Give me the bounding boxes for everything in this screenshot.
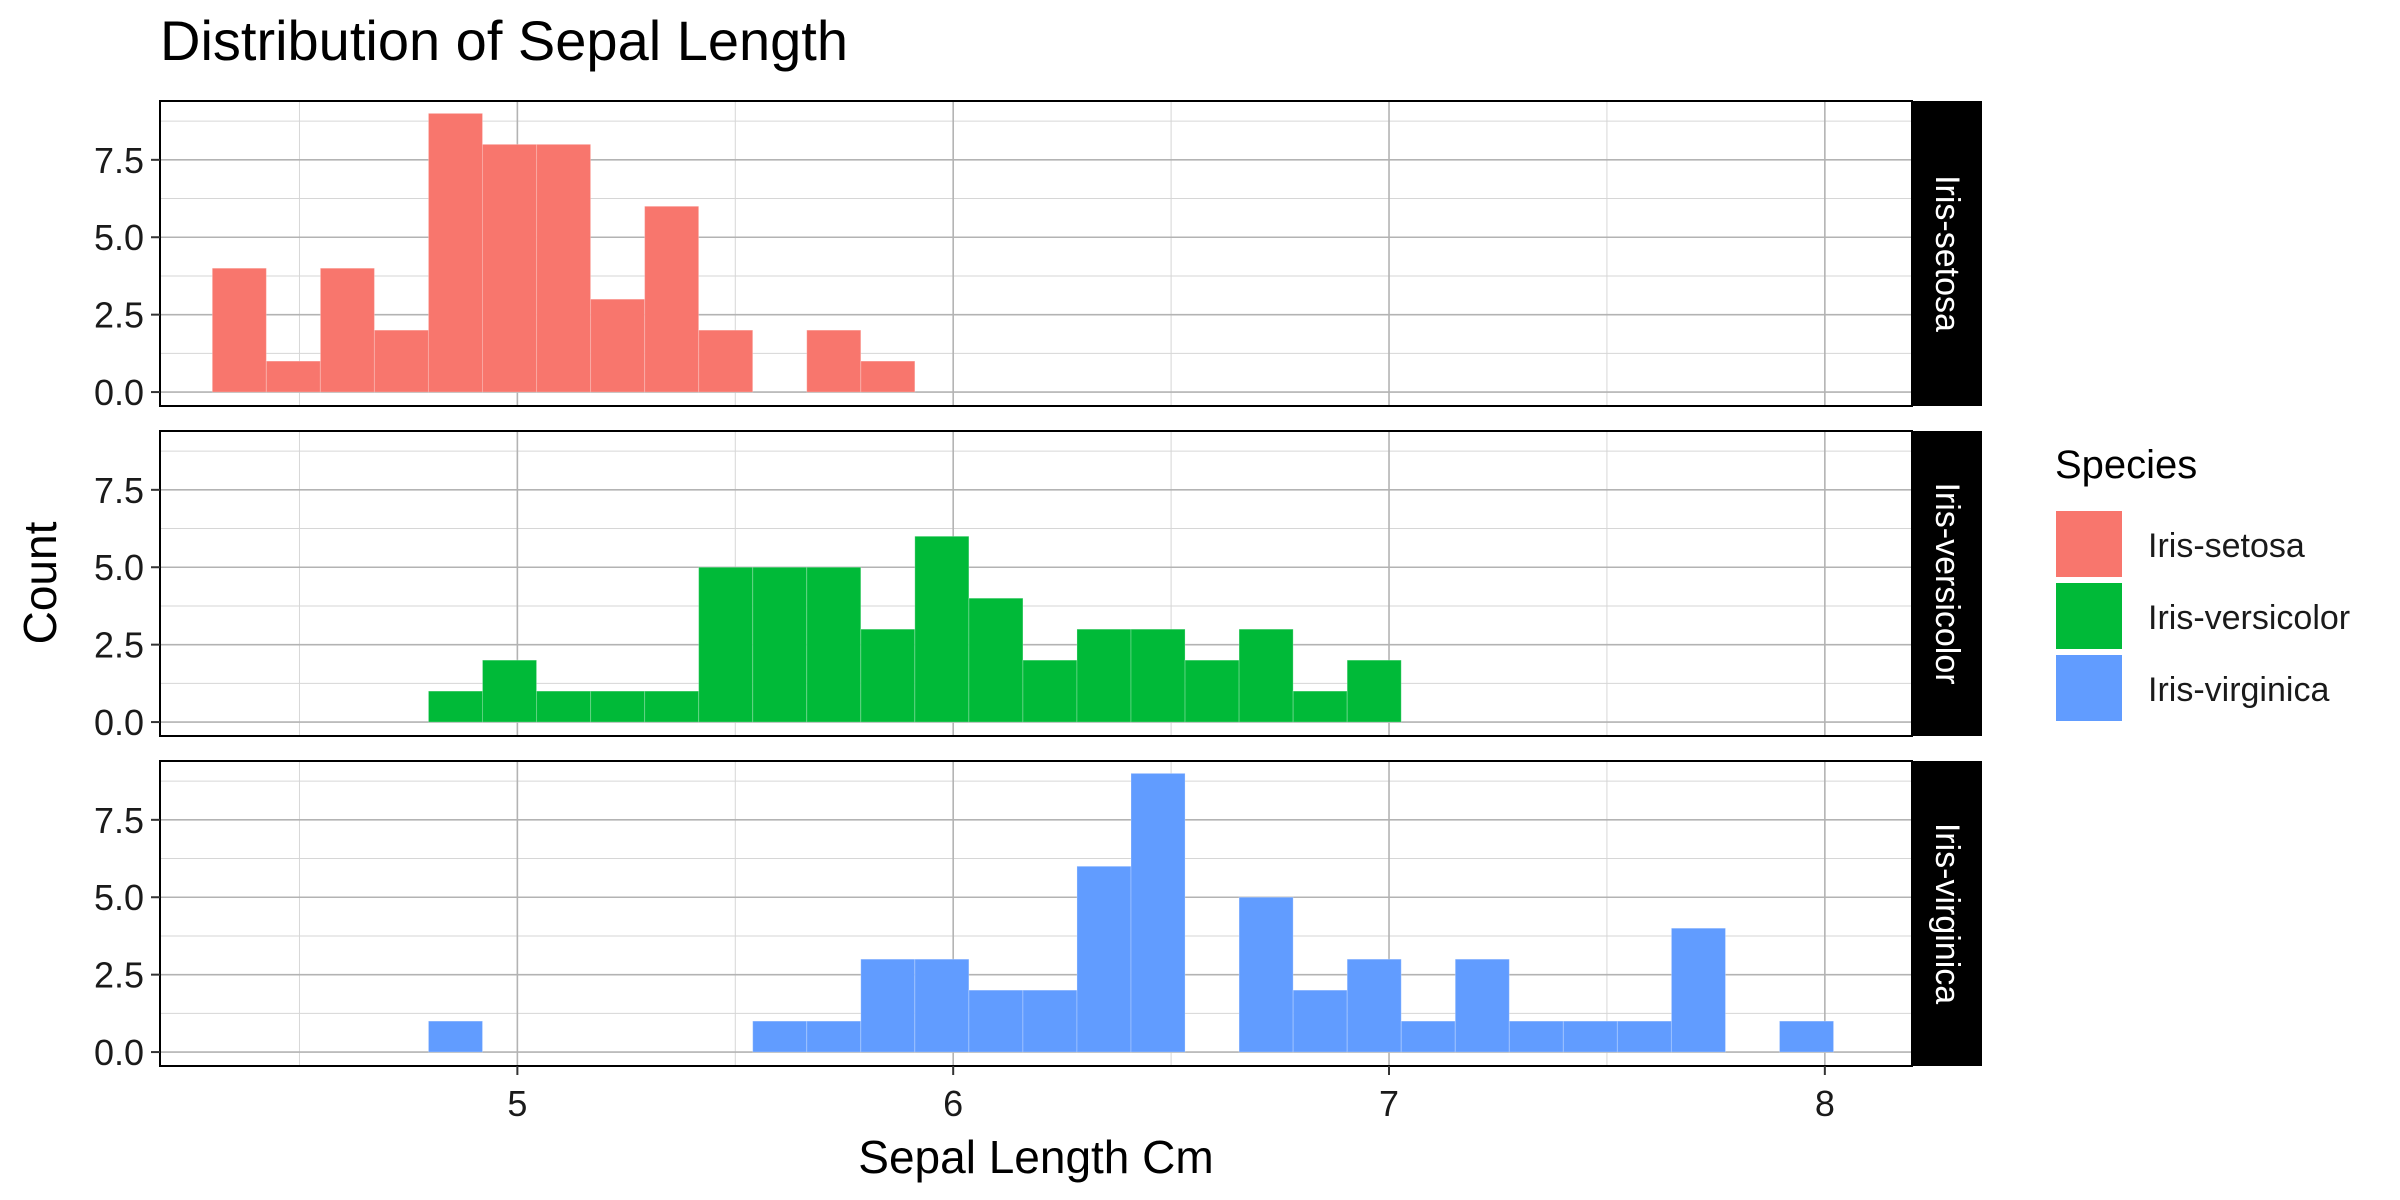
legend: Species Iris-setosa Iris-versicolor Iris-v…	[2054, 443, 2350, 723]
histogram-bar	[644, 205, 700, 393]
legend-swatch	[2054, 653, 2124, 723]
y-tick-label: 0.0	[94, 702, 144, 743]
histogram-bar	[319, 267, 375, 393]
histogram-bar	[806, 329, 862, 393]
y-tick-label: 7.5	[94, 800, 144, 841]
histogram-bar	[860, 958, 916, 1053]
y-tick-label: 2.5	[94, 955, 144, 996]
histogram-bar	[698, 329, 754, 393]
histogram-bar	[968, 989, 1024, 1053]
x-tick-label: 8	[1815, 1083, 1835, 1124]
facet-strip-label: Iris-setosa	[1928, 175, 1966, 332]
facet-panels: 0.0 2.5 5.0 7.5 Iris-setosa 0.0 2.5 5.0 7.5 Iris-…	[94, 100, 1982, 1073]
y-tick-label: 0.0	[94, 372, 144, 413]
histogram-bar	[1400, 1020, 1456, 1053]
facet-panel-iris-setosa: 0.0 2.5 5.0 7.5 Iris-setosa	[94, 100, 1982, 413]
facet-panel-iris-versicolor: 0.0 2.5 5.0 7.5 Iris-versicolor	[94, 430, 1982, 743]
histogram-bar	[1130, 628, 1186, 723]
y-tick-label: 5.0	[94, 217, 144, 258]
y-tick-label: 2.5	[94, 295, 144, 336]
histogram-bar	[265, 360, 321, 393]
facet-strip	[1912, 431, 1982, 736]
histogram-bar	[1292, 989, 1348, 1053]
histogram-bar	[806, 566, 862, 723]
y-tick-label: 0.0	[94, 1032, 144, 1073]
histogram-bar	[1238, 628, 1294, 723]
histogram-bar	[1076, 865, 1132, 1053]
histogram-bar	[1022, 989, 1078, 1053]
histogram-bar	[427, 1020, 484, 1053]
histogram-bar	[590, 690, 646, 723]
x-axis: 5 6 7 8	[507, 1066, 1835, 1124]
histogram-bar	[373, 329, 429, 393]
histogram-bar	[752, 1020, 808, 1053]
histogram-bar	[914, 535, 970, 723]
legend-items: Iris-setosa Iris-versicolor Iris-virginica	[2054, 509, 2350, 723]
legend-item-iris-versicolor: Iris-versicolor	[2054, 581, 2350, 651]
histogram-bar	[1562, 1020, 1618, 1053]
legend-title: Species	[2055, 443, 2197, 487]
y-tick-label: 2.5	[94, 625, 144, 666]
y-axis-title: Count	[14, 521, 66, 644]
legend-item-iris-virginica: Iris-virginica	[2054, 653, 2329, 723]
legend-swatch	[2054, 581, 2124, 651]
histogram-bar	[427, 690, 484, 723]
histogram-bar	[1130, 772, 1186, 1053]
legend-label: Iris-virginica	[2148, 671, 2329, 709]
legend-swatch	[2054, 509, 2124, 579]
legend-item-iris-setosa: Iris-setosa	[2054, 509, 2305, 579]
facet-panel-iris-virginica: 0.0 2.5 5.0 7.5 Iris-virginica	[94, 760, 1982, 1073]
x-tick-label: 6	[943, 1083, 963, 1124]
histogram-bar	[482, 143, 538, 393]
y-tick-label: 7.5	[94, 470, 144, 511]
histogram-bar	[1184, 659, 1240, 723]
histogram-bar	[536, 143, 592, 393]
histogram-bar	[644, 690, 700, 723]
histogram-bar	[211, 267, 267, 393]
histogram-bar	[860, 360, 916, 393]
histogram-bar	[1454, 958, 1510, 1053]
legend-label: Iris-versicolor	[2148, 599, 2350, 637]
histogram-bar	[1346, 659, 1402, 723]
legend-label: Iris-setosa	[2148, 527, 2305, 565]
histogram-bar	[1346, 958, 1402, 1053]
histogram-bar	[1616, 1020, 1672, 1053]
histogram-bar	[968, 597, 1024, 723]
histogram-bar	[1779, 1020, 1835, 1053]
histogram-bar	[482, 659, 538, 723]
x-axis-title: Sepal Length Cm	[858, 1131, 1213, 1183]
chart-title: Distribution of Sepal Length	[160, 9, 848, 72]
y-tick-label: 5.0	[94, 877, 144, 918]
histogram-bar	[1670, 927, 1726, 1053]
x-tick-label: 5	[507, 1083, 527, 1124]
histogram-bar	[536, 690, 592, 723]
x-tick-label: 7	[1379, 1083, 1399, 1124]
y-tick-label: 7.5	[94, 140, 144, 181]
histogram-bar	[1022, 659, 1078, 723]
facet-strip	[1912, 761, 1982, 1066]
y-tick-label: 5.0	[94, 547, 144, 588]
histogram-bar	[806, 1020, 862, 1053]
facet-strip	[1912, 101, 1982, 406]
histogram-bar	[1076, 628, 1132, 723]
histogram-bar	[914, 958, 970, 1053]
histogram-bar	[860, 628, 916, 723]
histogram-bar	[1238, 896, 1294, 1053]
histogram-bar	[1508, 1020, 1564, 1053]
histogram-bar	[1292, 690, 1348, 723]
histogram-bar	[427, 112, 484, 393]
histogram-bar	[698, 566, 754, 723]
facet-strip-label: Iris-versicolor	[1928, 482, 1966, 684]
histogram-bar	[590, 298, 646, 393]
histogram-bar	[752, 566, 808, 723]
facet-strip-label: Iris-virginica	[1928, 823, 1966, 1004]
